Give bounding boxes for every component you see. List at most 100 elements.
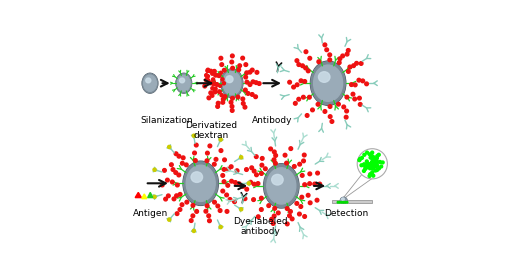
- Circle shape: [243, 88, 247, 92]
- Circle shape: [344, 115, 348, 119]
- Circle shape: [215, 83, 219, 86]
- Circle shape: [180, 203, 184, 206]
- Circle shape: [304, 66, 307, 70]
- Circle shape: [346, 202, 348, 203]
- Circle shape: [241, 56, 244, 60]
- Ellipse shape: [341, 198, 346, 203]
- Circle shape: [211, 87, 214, 90]
- Circle shape: [241, 102, 245, 105]
- Ellipse shape: [191, 172, 203, 183]
- Ellipse shape: [311, 61, 346, 105]
- Circle shape: [238, 182, 241, 186]
- Circle shape: [177, 173, 181, 177]
- Circle shape: [345, 109, 349, 113]
- Circle shape: [351, 92, 355, 96]
- Circle shape: [221, 78, 224, 81]
- Circle shape: [371, 158, 374, 161]
- Circle shape: [244, 63, 247, 67]
- Circle shape: [205, 159, 209, 162]
- Circle shape: [269, 147, 272, 151]
- Circle shape: [208, 219, 212, 223]
- Text: Dye-labeled
antibody: Dye-labeled antibody: [233, 217, 288, 237]
- Circle shape: [193, 159, 197, 162]
- Circle shape: [283, 153, 287, 157]
- Ellipse shape: [142, 74, 157, 93]
- Circle shape: [308, 56, 312, 60]
- Circle shape: [193, 151, 196, 155]
- Circle shape: [221, 101, 225, 104]
- Circle shape: [363, 153, 366, 156]
- Circle shape: [251, 80, 255, 84]
- Circle shape: [256, 215, 260, 219]
- Circle shape: [272, 150, 276, 154]
- Circle shape: [241, 185, 245, 188]
- Circle shape: [364, 165, 367, 168]
- Circle shape: [218, 84, 221, 87]
- Circle shape: [370, 162, 374, 165]
- Text: Detection: Detection: [324, 209, 368, 218]
- Circle shape: [316, 102, 320, 106]
- Circle shape: [166, 178, 169, 182]
- Circle shape: [226, 184, 230, 187]
- Circle shape: [172, 197, 176, 201]
- Ellipse shape: [340, 197, 347, 203]
- Circle shape: [174, 152, 178, 155]
- Circle shape: [360, 164, 363, 167]
- Circle shape: [318, 182, 321, 186]
- Circle shape: [227, 167, 230, 171]
- Circle shape: [370, 162, 373, 165]
- Ellipse shape: [146, 78, 151, 83]
- Circle shape: [292, 85, 295, 89]
- Circle shape: [229, 165, 233, 168]
- Circle shape: [302, 95, 305, 99]
- Polygon shape: [147, 192, 153, 198]
- Circle shape: [218, 209, 222, 212]
- Circle shape: [290, 217, 294, 221]
- Circle shape: [289, 210, 292, 213]
- Circle shape: [205, 79, 208, 82]
- Circle shape: [251, 68, 254, 72]
- Circle shape: [341, 202, 342, 203]
- Ellipse shape: [178, 75, 190, 91]
- Circle shape: [184, 163, 188, 167]
- Circle shape: [213, 162, 216, 166]
- Circle shape: [323, 43, 327, 47]
- Circle shape: [245, 71, 249, 75]
- Circle shape: [367, 163, 369, 166]
- Circle shape: [247, 182, 251, 185]
- Circle shape: [181, 161, 184, 165]
- Circle shape: [171, 168, 175, 171]
- Circle shape: [168, 145, 171, 148]
- Circle shape: [323, 110, 327, 113]
- Circle shape: [379, 160, 381, 163]
- Circle shape: [358, 159, 361, 162]
- Circle shape: [273, 206, 277, 210]
- Circle shape: [346, 49, 350, 52]
- Ellipse shape: [180, 78, 184, 83]
- Circle shape: [380, 165, 382, 168]
- Circle shape: [213, 200, 216, 204]
- Circle shape: [272, 214, 276, 218]
- Circle shape: [153, 195, 156, 198]
- Circle shape: [163, 168, 166, 172]
- Circle shape: [376, 155, 379, 158]
- Circle shape: [206, 68, 210, 72]
- Circle shape: [346, 70, 350, 73]
- Circle shape: [373, 161, 376, 164]
- Circle shape: [371, 162, 374, 165]
- Circle shape: [214, 87, 217, 90]
- Circle shape: [363, 170, 365, 172]
- Circle shape: [230, 109, 234, 112]
- Circle shape: [345, 52, 349, 56]
- Circle shape: [204, 210, 208, 213]
- Circle shape: [241, 97, 245, 101]
- Circle shape: [231, 96, 234, 100]
- Circle shape: [254, 155, 258, 159]
- Circle shape: [361, 79, 365, 83]
- Circle shape: [370, 161, 374, 164]
- Circle shape: [260, 163, 264, 167]
- Circle shape: [238, 64, 242, 68]
- Circle shape: [168, 218, 171, 221]
- Circle shape: [219, 138, 222, 141]
- Circle shape: [256, 182, 260, 185]
